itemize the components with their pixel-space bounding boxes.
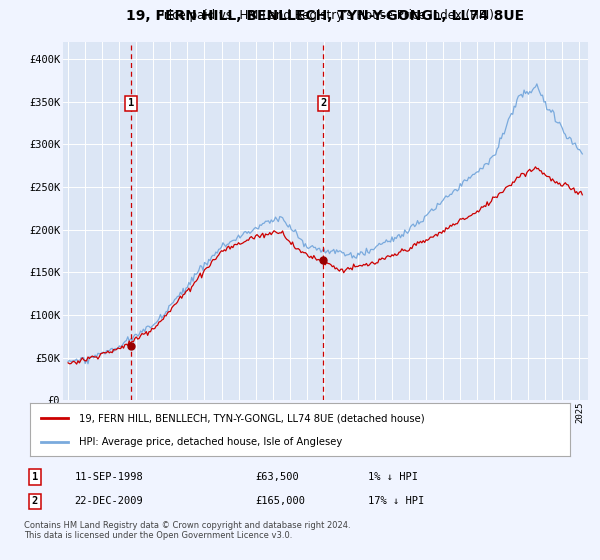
Text: Contains HM Land Registry data © Crown copyright and database right 2024.
This d: Contains HM Land Registry data © Crown c… <box>23 521 350 540</box>
Text: 1: 1 <box>32 472 38 482</box>
Text: £63,500: £63,500 <box>255 472 299 482</box>
Text: 2: 2 <box>320 99 326 109</box>
Text: 19, FERN HILL, BENLLECH, TYN-Y-GONGL, LL74 8UE (detached house): 19, FERN HILL, BENLLECH, TYN-Y-GONGL, LL… <box>79 413 424 423</box>
Text: 11-SEP-1998: 11-SEP-1998 <box>74 472 143 482</box>
Text: 22-DEC-2009: 22-DEC-2009 <box>74 496 143 506</box>
Text: 17% ↓ HPI: 17% ↓ HPI <box>368 496 424 506</box>
Text: £165,000: £165,000 <box>255 496 305 506</box>
Text: HPI: Average price, detached house, Isle of Anglesey: HPI: Average price, detached house, Isle… <box>79 436 342 446</box>
Text: 1% ↓ HPI: 1% ↓ HPI <box>368 472 418 482</box>
Text: 2: 2 <box>32 496 38 506</box>
Text: Price paid vs. HM Land Registry's House Price Index (HPI): Price paid vs. HM Land Registry's House … <box>157 10 494 22</box>
Text: 1: 1 <box>128 99 134 109</box>
Title: 19, FERN HILL, BENLLECH, TYN-Y-GONGL, LL74 8UE: 19, FERN HILL, BENLLECH, TYN-Y-GONGL, LL… <box>127 9 524 23</box>
